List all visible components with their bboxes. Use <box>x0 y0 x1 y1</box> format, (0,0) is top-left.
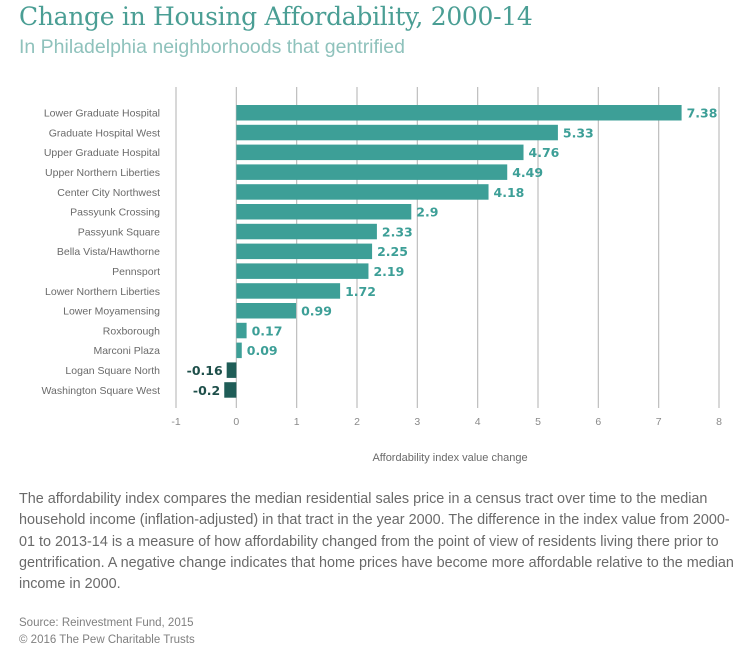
category-label: Passyunk Square <box>78 226 160 238</box>
data-labels: 7.38 5.334.76 4.49 4.18 2.92.33 2.25 2.19 1.72 0… <box>187 106 718 398</box>
copyright-note: © 2016 The Pew Charitable Trusts <box>19 634 195 646</box>
data-label: 4.49 <box>512 165 543 180</box>
x-tick-label: 2 <box>354 416 360 428</box>
data-label: 0.17 <box>252 323 283 338</box>
bars <box>224 105 682 398</box>
bar <box>236 243 373 260</box>
bar <box>236 303 297 319</box>
bar <box>236 263 369 279</box>
category-label: Passyunk Crossing <box>70 207 160 219</box>
category-label: Pennsport <box>112 266 160 278</box>
data-label: 4.76 <box>529 145 560 160</box>
x-tick-label: 8 <box>716 416 722 428</box>
chart-description: The affordability index compares the med… <box>19 491 734 593</box>
bar <box>236 322 247 339</box>
data-label: -0.2 <box>193 383 220 398</box>
bar <box>236 204 412 220</box>
x-tick-label: 3 <box>414 416 420 428</box>
gridlines <box>175 87 720 408</box>
category-label: Upper Graduate Hospital <box>44 147 160 159</box>
data-label: 5.33 <box>563 125 594 140</box>
x-tick-label: 1 <box>294 416 300 428</box>
category-label: Marconi Plaza <box>93 345 160 357</box>
bar <box>236 223 377 240</box>
category-labels: Lower Graduate Hospital Graduate Hospital… <box>42 108 161 397</box>
x-tick-label: 0 <box>233 416 239 428</box>
bar-chart: Lower Graduate Hospital Graduate Hospital… <box>42 87 722 464</box>
x-tick-label: -1 <box>171 416 180 428</box>
category-label: Washington Square West <box>42 385 161 397</box>
bar <box>236 124 558 141</box>
x-tick-label: 4 <box>475 416 481 428</box>
category-label: Center City Northwest <box>57 187 160 199</box>
x-axis-ticks: -1 0 1 2 3 4 5 6 7 8 <box>171 416 722 428</box>
category-label: Graduate Hospital West <box>49 127 160 139</box>
chart-subtitle: In Philadelphia neighborhoods that gentr… <box>19 36 405 58</box>
data-label: 4.18 <box>494 185 525 200</box>
bar <box>236 184 489 200</box>
x-tick-label: 5 <box>535 416 541 428</box>
data-label: 2.33 <box>382 224 413 239</box>
category-label: Roxborough <box>103 325 160 337</box>
category-label: Lower Graduate Hospital <box>44 108 160 120</box>
category-label: Bella Vista/Hawthorne <box>57 246 160 258</box>
bar <box>236 144 524 161</box>
source-note: Source: Reinvestment Fund, 2015 <box>19 617 194 629</box>
bar <box>236 283 341 299</box>
data-label: 1.72 <box>345 284 376 299</box>
bar <box>236 164 508 180</box>
x-axis-label: Affordability index value change <box>372 452 527 464</box>
bar <box>236 342 242 359</box>
chart-title: Change in Housing Affordability, 2000-14 <box>19 2 533 31</box>
x-tick-label: 6 <box>595 416 601 428</box>
category-label: Upper Northern Liberties <box>45 167 160 179</box>
data-label: 7.38 <box>687 106 718 121</box>
bar <box>224 382 237 398</box>
data-label: 0.99 <box>301 304 332 319</box>
data-label: 2.9 <box>416 205 438 220</box>
bar <box>226 362 237 378</box>
data-label: 2.19 <box>373 264 404 279</box>
category-label: Lower Moyamensing <box>63 306 160 318</box>
category-label: Logan Square North <box>65 365 160 377</box>
bar <box>236 105 682 121</box>
data-label: 2.25 <box>377 244 408 259</box>
category-label: Lower Northern Liberties <box>45 286 160 298</box>
data-label: 0.09 <box>247 343 278 358</box>
data-label: -0.16 <box>187 363 223 378</box>
x-tick-label: 7 <box>656 416 662 428</box>
